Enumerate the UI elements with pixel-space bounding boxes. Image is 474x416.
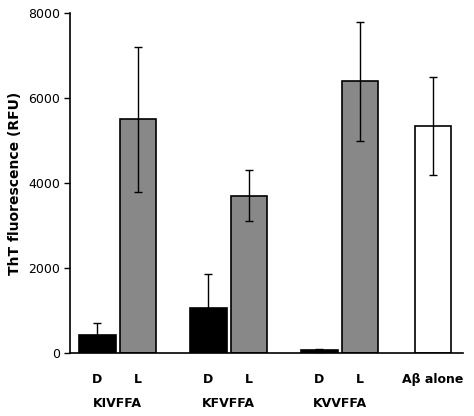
Text: D: D xyxy=(203,374,213,386)
Text: D: D xyxy=(92,374,102,386)
Text: KVVFFA: KVVFFA xyxy=(313,397,367,410)
Text: L: L xyxy=(356,374,364,386)
Bar xyxy=(301,350,338,353)
Text: KFVFFA: KFVFFA xyxy=(202,397,255,410)
Bar xyxy=(230,196,267,353)
Bar xyxy=(342,81,378,353)
Text: D: D xyxy=(314,374,325,386)
Bar xyxy=(415,126,451,353)
Y-axis label: ThT fluorescence (RFU): ThT fluorescence (RFU) xyxy=(9,92,22,275)
Text: Aβ alone: Aβ alone xyxy=(402,374,464,386)
Bar xyxy=(190,308,227,353)
Text: L: L xyxy=(245,374,253,386)
Bar xyxy=(119,119,156,353)
Bar xyxy=(79,335,116,353)
Text: L: L xyxy=(134,374,142,386)
Text: KIVFFA: KIVFFA xyxy=(93,397,142,410)
